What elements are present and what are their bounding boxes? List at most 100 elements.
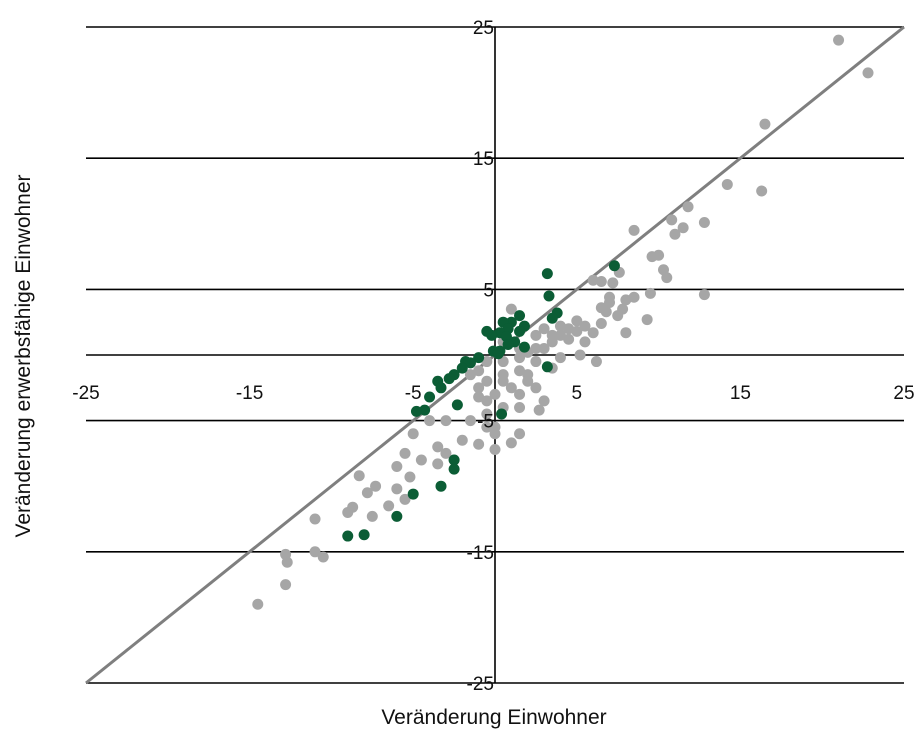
data-point-gray (514, 365, 525, 376)
data-point-gray (666, 214, 677, 225)
data-point-gray (833, 35, 844, 46)
data-point-gray (506, 382, 517, 393)
data-point-green (547, 313, 558, 324)
data-point-gray (591, 356, 602, 367)
data-point-green (543, 290, 554, 301)
data-point-gray (683, 201, 694, 212)
data-point-gray (481, 395, 492, 406)
data-point-green (424, 391, 435, 402)
data-point-gray (699, 289, 710, 300)
data-point-gray (601, 306, 612, 317)
data-point-gray (647, 251, 658, 262)
data-point-gray (563, 334, 574, 345)
y-tick-label: 25 (473, 18, 494, 39)
data-point-green (542, 361, 553, 372)
data-point-gray (457, 435, 468, 446)
data-point-gray (432, 458, 443, 469)
x-tick-label: 5 (572, 383, 583, 404)
data-point-gray (547, 330, 558, 341)
data-point-gray (310, 514, 321, 525)
data-point-green (519, 342, 530, 353)
data-point-gray (642, 314, 653, 325)
data-point-gray (318, 552, 329, 563)
data-point-gray (756, 186, 767, 197)
data-point-gray (391, 461, 402, 472)
data-point-gray (367, 511, 378, 522)
data-point-gray (629, 225, 640, 236)
x-axis-title: Veränderung Einwohner (381, 706, 606, 729)
data-point-gray (571, 326, 582, 337)
data-point-green (411, 406, 422, 417)
data-point-green (359, 529, 370, 540)
data-point-gray (699, 217, 710, 228)
data-point-gray (354, 470, 365, 481)
data-point-gray (391, 483, 402, 494)
data-point-green (391, 511, 402, 522)
data-point-green (342, 531, 353, 542)
data-point-green (609, 260, 620, 271)
y-tick-label: -5 (477, 412, 494, 433)
data-point-green (514, 326, 525, 337)
data-point-gray (342, 507, 353, 518)
data-point-green (408, 489, 419, 500)
data-point-gray (465, 415, 476, 426)
data-point-gray (282, 557, 293, 568)
data-point-gray (440, 415, 451, 426)
data-point-green (449, 464, 460, 475)
data-point-gray (759, 119, 770, 130)
x-tick-label: 25 (893, 383, 914, 404)
data-point-green (452, 399, 463, 410)
data-point-gray (514, 352, 525, 363)
data-point-green (444, 373, 455, 384)
x-tick-label: -5 (405, 383, 422, 404)
data-point-gray (669, 229, 680, 240)
data-point-gray (473, 439, 484, 450)
data-point-gray (629, 292, 640, 303)
data-point-gray (514, 402, 525, 413)
data-point-gray (530, 382, 541, 393)
data-point-gray (404, 472, 415, 483)
data-point-gray (514, 428, 525, 439)
data-point-green (436, 382, 447, 393)
data-point-green (493, 348, 504, 359)
x-tick-label: -25 (72, 383, 99, 404)
data-point-green (481, 326, 492, 337)
data-point-gray (490, 444, 501, 455)
data-point-gray (555, 321, 566, 332)
data-point-gray (607, 277, 618, 288)
data-point-gray (863, 67, 874, 78)
data-point-gray (383, 500, 394, 511)
data-point-gray (530, 356, 541, 367)
x-tick-label: -15 (236, 383, 263, 404)
data-point-green (542, 268, 553, 279)
x-tick-label: 15 (730, 383, 751, 404)
y-axis-title: Veränderung erwerbsfähige Einwohner (12, 174, 35, 537)
data-point-gray (620, 327, 631, 338)
data-point-gray (555, 352, 566, 363)
data-point-gray (722, 179, 733, 190)
data-point-gray (530, 330, 541, 341)
data-point-gray (596, 276, 607, 287)
data-points (252, 35, 873, 610)
y-tick-label: -15 (467, 543, 494, 564)
data-point-gray (506, 437, 517, 448)
data-point-green (496, 409, 507, 420)
data-point-gray (579, 336, 590, 347)
data-point-gray (424, 415, 435, 426)
data-point-gray (612, 310, 623, 321)
data-point-gray (661, 272, 672, 283)
data-point-gray (473, 382, 484, 393)
data-point-green (436, 481, 447, 492)
data-point-gray (252, 599, 263, 610)
data-point-gray (416, 454, 427, 465)
data-point-gray (530, 343, 541, 354)
data-point-gray (400, 448, 411, 459)
data-point-gray (575, 350, 586, 361)
data-point-gray (362, 487, 373, 498)
data-point-gray (280, 579, 291, 590)
data-point-gray (645, 288, 656, 299)
y-tick-label: 15 (473, 149, 494, 170)
data-point-gray (408, 428, 419, 439)
y-tick-label: -25 (467, 674, 494, 695)
